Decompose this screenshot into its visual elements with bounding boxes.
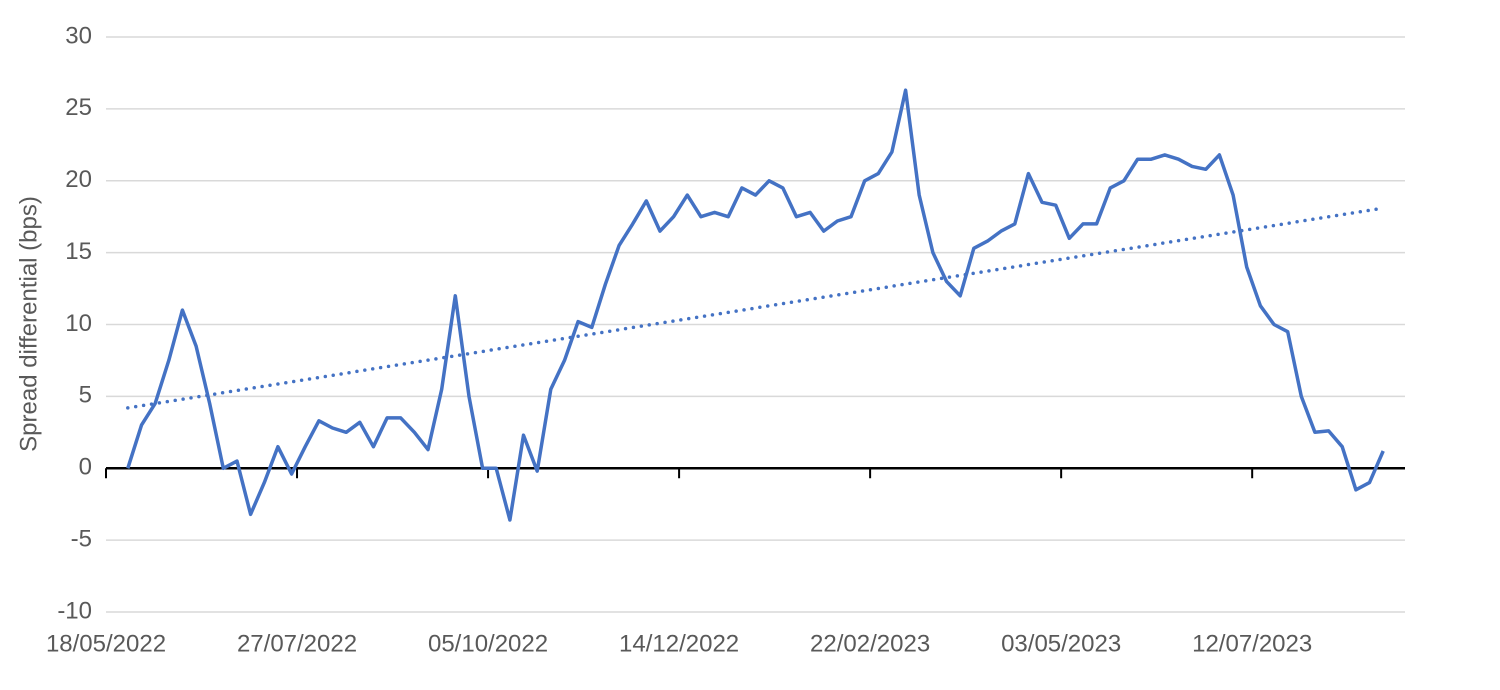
y-tick-label: 25 xyxy=(65,94,92,121)
x-tick-label: 22/02/2023 xyxy=(810,630,930,657)
y-tick-label: 15 xyxy=(65,238,92,265)
y-tick-label: 5 xyxy=(79,382,92,409)
trend-line xyxy=(126,206,1385,410)
y-tick-label: 10 xyxy=(65,310,92,337)
y-tick-label: 0 xyxy=(79,454,92,481)
x-tick-label: 27/07/2022 xyxy=(237,630,357,657)
y-tick-label: -10 xyxy=(57,597,92,624)
data-line xyxy=(126,88,1385,522)
x-tick-label: 03/05/2023 xyxy=(1001,630,1121,657)
y-tick-label: 30 xyxy=(65,22,92,49)
x-tick-label: 18/05/2022 xyxy=(46,630,166,657)
x-tick-label: 12/07/2023 xyxy=(1192,630,1312,657)
x-tick-label: 14/12/2022 xyxy=(619,630,739,657)
y-axis-label: Spread differential (bps) xyxy=(15,196,42,452)
y-tick-label: 20 xyxy=(65,166,92,193)
y-tick-label: -5 xyxy=(71,525,92,552)
x-tick-label: 05/10/2022 xyxy=(428,630,548,657)
